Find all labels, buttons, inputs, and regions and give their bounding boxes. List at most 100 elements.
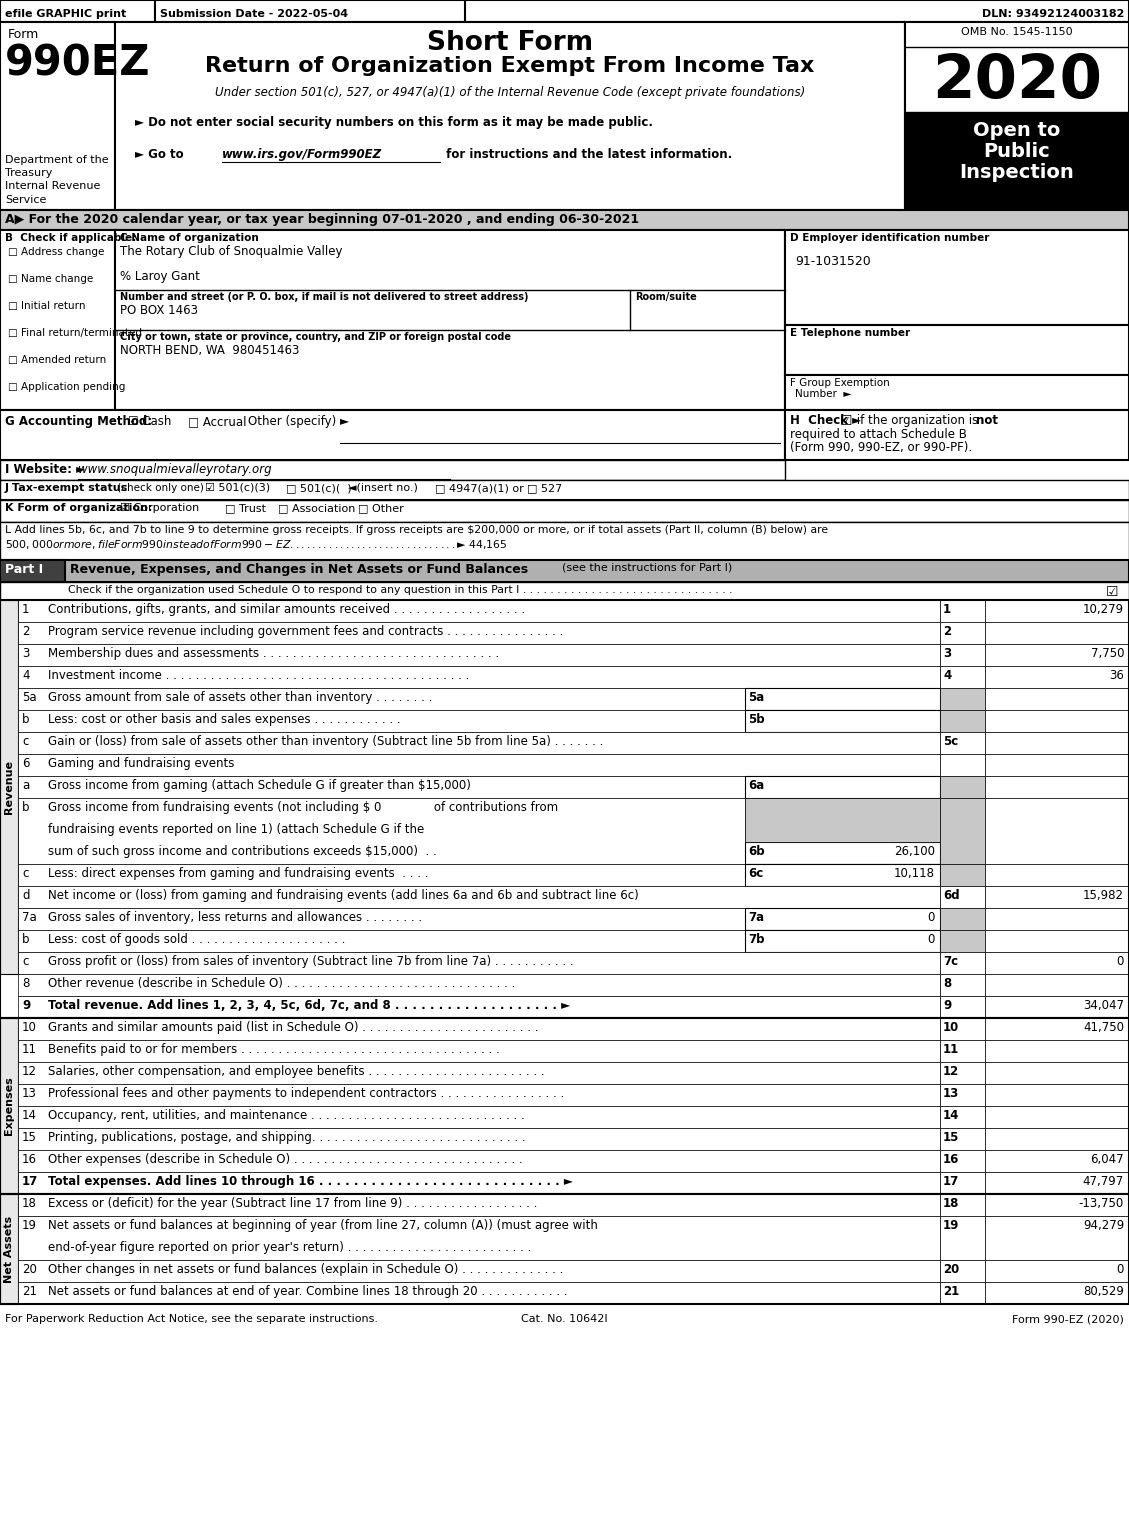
Bar (0, 599, 18, 974)
Bar (940, 1194, 984, 1215)
Bar (984, 930, 1129, 952)
Bar (984, 1106, 1129, 1128)
Bar (940, 1040, 984, 1061)
Bar (984, 886, 1129, 907)
Text: K Form of organization:: K Form of organization: (5, 503, 152, 512)
Text: c: c (21, 868, 28, 880)
Text: 2020: 2020 (933, 52, 1102, 111)
Bar (0, 560, 65, 583)
Text: 19: 19 (21, 1218, 37, 1232)
Text: 36: 36 (1109, 669, 1124, 682)
Bar (984, 732, 1129, 753)
Bar (940, 622, 984, 644)
Text: Professional fees and other payments to independent contractors . . . . . . . . : Professional fees and other payments to … (49, 1087, 564, 1100)
Text: Salaries, other compensation, and employee benefits . . . . . . . . . . . . . . : Salaries, other compensation, and employ… (49, 1064, 544, 1078)
Bar (984, 1194, 1129, 1215)
Text: □ Application pending: □ Application pending (8, 381, 125, 392)
Text: Form: Form (8, 27, 40, 41)
Text: 7a: 7a (21, 910, 37, 924)
Text: for instructions and the latest information.: for instructions and the latest informat… (441, 148, 733, 162)
Bar (18, 1260, 940, 1283)
Text: L Add lines 5b, 6c, and 7b to line 9 to determine gross receipts. If gross recei: L Add lines 5b, 6c, and 7b to line 9 to … (5, 525, 829, 535)
Bar (0, 21, 115, 210)
Bar (984, 1283, 1129, 1304)
Text: Open to: Open to (973, 120, 1060, 140)
Text: 10,118: 10,118 (894, 868, 935, 880)
Bar (115, 230, 785, 410)
Bar (0, 1019, 1129, 1194)
Bar (0, 583, 1129, 599)
Text: Public: Public (983, 142, 1050, 162)
Bar (905, 111, 1129, 210)
Bar (18, 688, 745, 711)
Text: 5a: 5a (749, 691, 764, 705)
Text: if the organization is: if the organization is (854, 413, 982, 427)
Bar (0, 210, 1129, 230)
Bar (18, 1040, 940, 1061)
Text: Net assets or fund balances at end of year. Combine lines 18 through 20 . . . . : Net assets or fund balances at end of ye… (49, 1286, 568, 1298)
Text: □ Final return/terminated: □ Final return/terminated (8, 328, 142, 339)
Bar (18, 599, 940, 622)
Text: required to attach Schedule B: required to attach Schedule B (790, 429, 966, 441)
Bar (18, 974, 940, 996)
Text: D Employer identification number: D Employer identification number (790, 233, 989, 242)
Bar (785, 325, 1129, 375)
Bar (984, 996, 1129, 1019)
Text: 7b: 7b (749, 933, 764, 946)
Text: F Group Exemption: F Group Exemption (790, 378, 890, 387)
Text: 11: 11 (21, 1043, 37, 1055)
Bar (18, 798, 745, 865)
Text: 12: 12 (21, 1064, 37, 1078)
Text: 0: 0 (928, 933, 935, 946)
Bar (984, 711, 1129, 732)
Text: (check only one) -: (check only one) - (114, 483, 211, 493)
Text: Investment income . . . . . . . . . . . . . . . . . . . . . . . . . . . . . . . : Investment income . . . . . . . . . . . … (49, 669, 470, 682)
Bar (940, 886, 984, 907)
Text: Gain or (loss) from sale of assets other than inventory (Subtract line 5b from l: Gain or (loss) from sale of assets other… (49, 735, 603, 747)
Text: □ 4947(a)(1) or: □ 4947(a)(1) or (435, 483, 524, 493)
Text: Excess or (deficit) for the year (Subtract line 17 from line 9) . . . . . . . . : Excess or (deficit) for the year (Subtra… (49, 1197, 537, 1209)
Text: 12: 12 (943, 1064, 960, 1078)
Bar (0, 461, 785, 480)
Text: Gross amount from sale of assets other than inventory . . . . . . . .: Gross amount from sale of assets other t… (49, 691, 432, 705)
Bar (18, 776, 745, 798)
Bar (984, 865, 1129, 886)
Text: Total revenue. Add lines 1, 2, 3, 4, 5c, 6d, 7c, and 8 . . . . . . . . . . . . .: Total revenue. Add lines 1, 2, 3, 4, 5c,… (49, 999, 570, 1013)
Text: Gross income from fundraising events (not including $ 0              of contribu: Gross income from fundraising events (no… (49, 801, 558, 814)
Text: (see the instructions for Part I): (see the instructions for Part I) (562, 563, 733, 573)
Bar (940, 711, 984, 732)
Bar (18, 1173, 940, 1194)
Text: A▶ For the 2020 calendar year, or tax year beginning 07-01-2020 , and ending 06-: A▶ For the 2020 calendar year, or tax ye… (5, 214, 639, 226)
Text: ☑: ☑ (1105, 586, 1118, 599)
Bar (745, 776, 940, 798)
Bar (940, 798, 984, 865)
Text: Form 990-EZ (2020): Form 990-EZ (2020) (1012, 1315, 1124, 1324)
Text: Check if the organization used Schedule O to respond to any question in this Par: Check if the organization used Schedule … (68, 586, 733, 595)
Text: PO BOX 1463: PO BOX 1463 (120, 303, 198, 317)
Text: 34,047: 34,047 (1083, 999, 1124, 1013)
Bar (745, 930, 940, 952)
Text: For Paperwork Reduction Act Notice, see the separate instructions.: For Paperwork Reduction Act Notice, see … (5, 1315, 378, 1324)
Text: b: b (21, 714, 29, 726)
Bar (0, 1194, 18, 1304)
Bar (18, 1084, 940, 1106)
Bar (745, 798, 940, 842)
Text: 16: 16 (21, 1153, 37, 1167)
Text: 6c: 6c (749, 868, 763, 880)
Text: 0: 0 (1117, 1263, 1124, 1276)
Text: C Name of organization: C Name of organization (120, 233, 259, 242)
Text: 4: 4 (21, 669, 29, 682)
Text: □ Accrual: □ Accrual (189, 415, 246, 429)
Text: not: not (975, 413, 998, 427)
Text: 9: 9 (943, 999, 952, 1013)
Text: 17: 17 (943, 1174, 960, 1188)
Text: Part I: Part I (5, 563, 43, 576)
Bar (940, 1215, 984, 1260)
Bar (785, 230, 1129, 325)
Bar (745, 865, 940, 886)
Bar (785, 375, 1129, 410)
Text: Gaming and fundraising events: Gaming and fundraising events (49, 756, 235, 770)
Text: 990EZ: 990EZ (5, 43, 150, 84)
Bar (0, 1194, 1129, 1304)
Text: Inspection: Inspection (960, 163, 1075, 181)
